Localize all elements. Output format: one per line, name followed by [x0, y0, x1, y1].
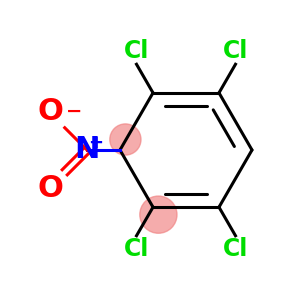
Text: +: +	[88, 134, 103, 152]
Text: N: N	[74, 136, 100, 164]
Text: O: O	[38, 174, 63, 203]
Text: −: −	[66, 102, 82, 121]
Circle shape	[140, 196, 177, 233]
Text: Cl: Cl	[223, 39, 248, 63]
Text: Cl: Cl	[124, 237, 149, 261]
Text: Cl: Cl	[223, 237, 248, 261]
Text: O: O	[38, 97, 63, 126]
Circle shape	[110, 124, 141, 155]
Text: Cl: Cl	[124, 39, 149, 63]
